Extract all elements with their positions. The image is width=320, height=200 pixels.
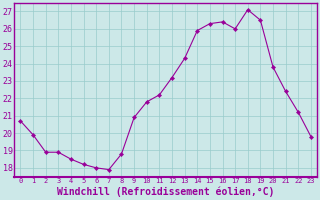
X-axis label: Windchill (Refroidissement éolien,°C): Windchill (Refroidissement éolien,°C)	[57, 187, 274, 197]
